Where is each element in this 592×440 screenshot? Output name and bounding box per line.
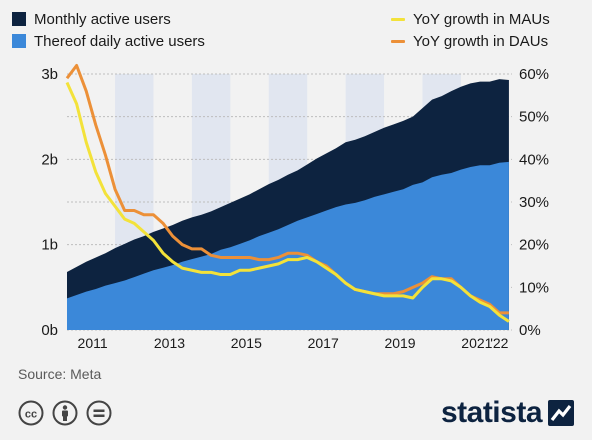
license-icons: cc: [18, 400, 112, 426]
y-right-tick-label: 20%: [519, 237, 549, 254]
legend-swatch-mau: [12, 12, 26, 26]
y-left-tick-label: 1b: [41, 237, 58, 254]
x-tick-label: '22: [490, 335, 508, 351]
statista-brand[interactable]: statista: [441, 396, 574, 430]
x-tick-label: 2021: [461, 335, 492, 351]
equals-icon[interactable]: [86, 400, 112, 426]
y-left-tick-label: 3b: [41, 66, 58, 83]
line-series-mau-growth: [65, 81, 510, 323]
y-left-tick-label: 0b: [41, 322, 58, 339]
y-right-tick-label: 30%: [519, 194, 549, 211]
legend-swatch-dau: [12, 34, 26, 48]
legend-label-mau-growth: YoY growth in MAUs: [413, 10, 550, 28]
svg-text:cc: cc: [25, 409, 37, 421]
x-tick-label: 2013: [154, 335, 185, 351]
legend-item-dau: Thereof daily active users: [12, 30, 205, 52]
legend-item-mau: Monthly active users: [12, 8, 205, 30]
x-tick-label: 2011: [78, 335, 108, 351]
x-tick-label: 2019: [384, 335, 415, 351]
legend-label-dau-growth: YoY growth in DAUs: [413, 32, 549, 50]
chart: 0b 1b 2b 3b 0% 10% 20% 30% 40% 50% 60% 2011 2013 2015…: [41, 63, 549, 351]
legend-item-mau-growth: YoY growth in MAUs: [391, 8, 550, 30]
legend-swatch-dau-growth: [391, 39, 405, 43]
y-left-tick-label: 2b: [41, 151, 58, 168]
legend-label-mau: Monthly active users: [34, 10, 171, 28]
legend-swatch-mau-growth: [391, 17, 405, 21]
y-right-tick-label: 60%: [519, 66, 549, 83]
area-series-dau: [67, 161, 509, 330]
legend-label-dau: Thereof daily active users: [34, 32, 205, 50]
legend-item-dau-growth: YoY growth in DAUs: [391, 30, 550, 52]
legend-right: YoY growth in MAUs YoY growth in DAUs: [391, 8, 550, 52]
source-note: Source: Meta: [18, 366, 102, 382]
person-icon[interactable]: [52, 400, 78, 426]
x-tick-label: 2017: [308, 335, 339, 351]
area-series: [67, 79, 509, 331]
y-right-tick-label: 50%: [519, 109, 549, 126]
legend-left: Monthly active users Thereof daily activ…: [12, 8, 205, 52]
y-right-tick-label: 0%: [519, 322, 541, 339]
axis-tick-labels: 0b 1b 2b 3b 0% 10% 20% 30% 40% 50% 60% 2011 2013 2015…: [41, 66, 549, 351]
cc-icon[interactable]: cc: [18, 400, 44, 426]
y-right-tick-label: 10%: [519, 279, 549, 296]
growth-lines: [65, 63, 510, 323]
statista-logo-icon: [548, 400, 574, 426]
y-right-tick-label: 40%: [519, 151, 549, 168]
x-tick-label: 2015: [231, 335, 262, 351]
brand-wordmark: statista: [440, 396, 543, 429]
